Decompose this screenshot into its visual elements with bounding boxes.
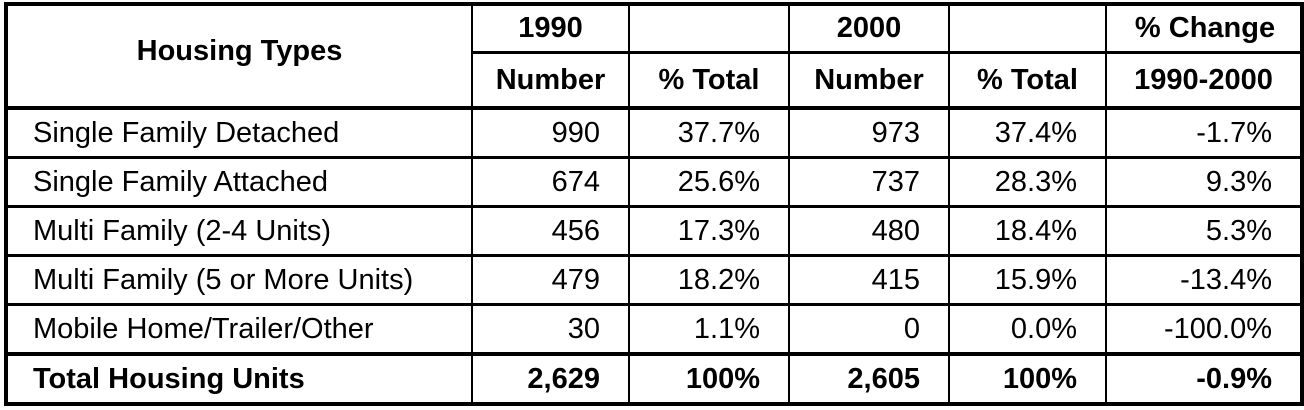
number-2000-cell: 415 (788, 254, 950, 306)
header-group-2000-spacer (948, 2, 1107, 54)
header-number-1990: Number (471, 51, 630, 110)
total-row: Total Housing Units 2,629 100% 2,605 100… (5, 352, 1303, 406)
pct-change-cell: -1.7% (1105, 106, 1303, 159)
number-1990-cell: 990 (471, 106, 630, 159)
housing-type-cell: Mobile Home/Trailer/Other (5, 303, 473, 356)
pct-change-cell: 5.3% (1105, 205, 1303, 257)
total-pct-1990-cell: 100% (628, 352, 790, 406)
pct-total-2000-cell: 28.3% (948, 156, 1107, 208)
total-pct-change-cell: -0.9% (1105, 352, 1303, 406)
pct-total-1990-cell: 17.3% (628, 205, 790, 257)
pct-total-1990-cell: 25.6% (628, 156, 790, 208)
table-row: Single Family Detached 990 37.7% 973 37.… (5, 106, 1303, 159)
header-number-2000: Number (788, 51, 950, 110)
pct-change-cell: -100.0% (1105, 303, 1303, 356)
number-1990-cell: 674 (471, 156, 630, 208)
number-1990-cell: 30 (471, 303, 630, 356)
header-housing-types: Housing Types (5, 2, 473, 110)
number-2000-cell: 737 (788, 156, 950, 208)
header-group-2000: 2000 (788, 2, 950, 54)
total-pct-2000-cell: 100% (948, 352, 1107, 406)
total-number-1990-cell: 2,629 (471, 352, 630, 406)
table-row: Multi Family (5 or More Units) 479 18.2%… (5, 254, 1303, 306)
pct-total-1990-cell: 18.2% (628, 254, 790, 306)
number-2000-cell: 480 (788, 205, 950, 257)
pct-total-2000-cell: 15.9% (948, 254, 1107, 306)
pct-total-2000-cell: 0.0% (948, 303, 1107, 356)
header-row-groups: Housing Types 1990 2000 % Change (5, 2, 1303, 110)
total-label-cell: Total Housing Units (5, 352, 473, 406)
header-group-1990: 1990 (471, 2, 630, 54)
pct-change-cell: 9.3% (1105, 156, 1303, 208)
number-2000-cell: 0 (788, 303, 950, 356)
header-pct-change: % Change (1105, 2, 1303, 54)
pct-total-1990-cell: 1.1% (628, 303, 790, 356)
pct-total-1990-cell: 37.7% (628, 106, 790, 159)
number-1990-cell: 456 (471, 205, 630, 257)
header-pct-change-range: 1990-2000 (1105, 51, 1303, 110)
housing-type-cell: Multi Family (5 or More Units) (5, 254, 473, 306)
header-group-1990-spacer (628, 2, 790, 54)
pct-change-cell: -13.4% (1105, 254, 1303, 306)
housing-type-cell: Single Family Detached (5, 106, 473, 159)
number-1990-cell: 479 (471, 254, 630, 306)
housing-type-cell: Multi Family (2-4 Units) (5, 205, 473, 257)
total-number-2000-cell: 2,605 (788, 352, 950, 406)
table-row: Multi Family (2-4 Units) 456 17.3% 480 1… (5, 205, 1303, 257)
housing-type-cell: Single Family Attached (5, 156, 473, 208)
header-row-sub: Number % Total Number % Total 1990-2000 (6, 51, 1303, 110)
table-row: Mobile Home/Trailer/Other 30 1.1% 0 0.0%… (5, 303, 1303, 356)
number-2000-cell: 973 (788, 106, 950, 159)
table-row: Single Family Attached 674 25.6% 737 28.… (5, 156, 1303, 208)
housing-types-table: Housing Types 1990 2000 % Change Number … (4, 2, 1304, 406)
pct-total-2000-cell: 37.4% (948, 106, 1107, 159)
header-pct-total-1990: % Total (628, 51, 790, 110)
header-pct-total-2000: % Total (948, 51, 1107, 110)
pct-total-2000-cell: 18.4% (948, 205, 1107, 257)
